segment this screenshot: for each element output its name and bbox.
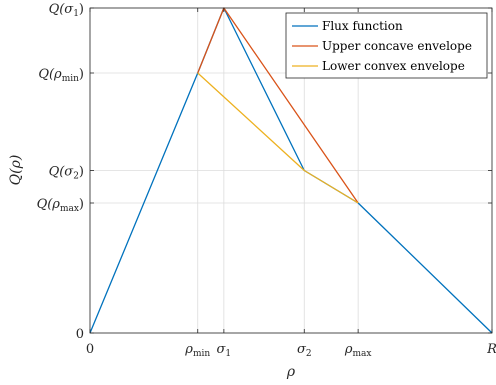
x-tick-label: ρmax xyxy=(344,342,372,359)
legend: Flux function Upper concave envelope Lower… xyxy=(285,12,488,79)
legend-label: Lower convex envelope xyxy=(322,59,465,73)
legend-label: Upper concave envelope xyxy=(322,39,472,53)
y-tick-label: 0 xyxy=(76,327,84,342)
y-tick-label: Q(ρmax) xyxy=(37,197,84,214)
x-axis-title: ρ xyxy=(286,364,296,380)
series-line-lower-convex-envelope xyxy=(197,72,359,204)
x-tick-label: σ2 xyxy=(297,342,312,359)
tick-marks xyxy=(89,7,493,334)
y-tick-labels: 0 Q(ρmax) Q(σ2) Q(ρmin) Q(σ1) xyxy=(37,2,84,342)
x-tick-labels: 0 ρmin σ1 σ2 ρmax R xyxy=(86,342,496,359)
legend-label: Flux function xyxy=(322,19,403,33)
y-axis-title: Q(ρ) xyxy=(8,155,24,186)
x-tick-label: 0 xyxy=(86,342,94,357)
y-tick-label: Q(ρmin) xyxy=(38,67,84,84)
x-tick-label: ρmin xyxy=(184,342,210,359)
y-tick-label: Q(σ2) xyxy=(49,165,84,182)
x-tick-label: R xyxy=(486,342,496,357)
y-tick-label: Q(σ1) xyxy=(49,2,84,19)
legend-box xyxy=(285,12,488,79)
x-tick-label: σ1 xyxy=(217,342,232,359)
series-line-flux-function xyxy=(89,7,493,334)
